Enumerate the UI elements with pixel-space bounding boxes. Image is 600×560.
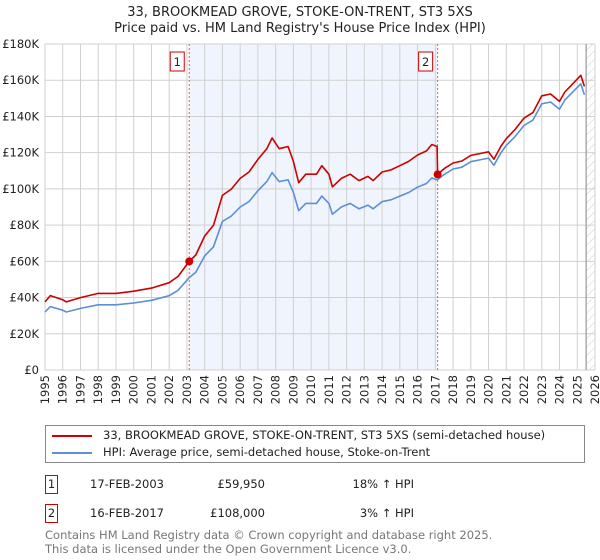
x-tick-label: 2003 bbox=[180, 375, 194, 404]
sale-point bbox=[433, 170, 442, 179]
sale-hpi-diff: 18% ↑ HPI bbox=[352, 477, 414, 491]
property-price-line bbox=[44, 74, 586, 303]
sale-point bbox=[185, 257, 194, 266]
x-tick-label: 2017 bbox=[428, 375, 442, 404]
y-tick-label: £100K bbox=[2, 182, 39, 196]
legend-item-hpi: HPI: Average price, semi-detached house,… bbox=[52, 444, 430, 461]
sale-marker-badge: 1 bbox=[45, 475, 58, 494]
sale-marker-box bbox=[169, 51, 185, 72]
x-tick-label: 1999 bbox=[109, 375, 123, 404]
footer-copyright: Contains HM Land Registry data © Crown c… bbox=[45, 528, 493, 542]
x-tick-label: 1997 bbox=[73, 375, 87, 404]
x-tick-label: 2012 bbox=[340, 375, 354, 404]
legend-swatch-blue bbox=[52, 451, 92, 454]
legend-label: 33, BROOKMEAD GROVE, STOKE-ON-TRENT, ST3… bbox=[103, 428, 546, 442]
x-tick-label: 2024 bbox=[553, 375, 567, 404]
x-tick-label: 2013 bbox=[357, 375, 371, 404]
x-tick-label: 2011 bbox=[322, 375, 336, 404]
footer: Contains HM Land Registry data © Crown c… bbox=[45, 528, 492, 556]
legend-swatch-red bbox=[52, 434, 92, 437]
y-tick-label: £60K bbox=[10, 254, 40, 268]
sale-date: 16-FEB-2017 bbox=[90, 506, 164, 520]
x-tick-label: 1995 bbox=[38, 375, 52, 404]
x-tick-label: 2002 bbox=[162, 375, 176, 404]
sale-hpi-diff: 3% ↑ HPI bbox=[359, 506, 414, 520]
legend-label: HPI: Average price, semi-detached house,… bbox=[103, 445, 431, 459]
sale-marker-label: 2 bbox=[422, 55, 429, 69]
forecast-hatch bbox=[586, 44, 595, 370]
x-tick-label: 2023 bbox=[535, 375, 549, 404]
x-tick-label: 2019 bbox=[464, 375, 478, 404]
footer-licence: This data is licensed under the Open Gov… bbox=[45, 542, 412, 556]
y-tick-label: £140K bbox=[2, 109, 39, 123]
y-tick-label: £0 bbox=[24, 363, 39, 377]
shaded-ownership-period bbox=[189, 44, 438, 370]
chart-title: 33, BROOKMEAD GROVE, STOKE-ON-TRENT, ST3… bbox=[127, 5, 473, 20]
legend: 33, BROOKMEAD GROVE, STOKE-ON-TRENT, ST3… bbox=[45, 425, 585, 463]
y-tick-label: £120K bbox=[2, 146, 39, 160]
sale-row: 2 16-FEB-2017 £108,000 3% ↑ HPI bbox=[45, 504, 445, 524]
sale-marker-label: 1 bbox=[174, 55, 181, 69]
sale-marker-box bbox=[418, 51, 434, 72]
x-tick-label: 2025 bbox=[570, 375, 584, 404]
x-tick-label: 2016 bbox=[411, 375, 425, 404]
x-tick-label: 1998 bbox=[91, 375, 105, 404]
x-tick-label: 2000 bbox=[127, 375, 141, 404]
x-tick-label: 2004 bbox=[198, 375, 212, 404]
x-tick-label: 2026 bbox=[588, 375, 600, 404]
price-chart: 1995 1996 1997 1998 1999 2000 2001 2002 2003 2004… bbox=[2, 37, 600, 404]
sale-row: 1 17-FEB-2003 £59,950 18% ↑ HPI bbox=[45, 475, 445, 495]
x-tick-label: 2010 bbox=[304, 375, 318, 404]
hpi-line bbox=[44, 83, 586, 313]
sale-marker-badge: 2 bbox=[45, 504, 58, 523]
x-tick-label: 2009 bbox=[286, 375, 300, 404]
y-tick-label: £80K bbox=[10, 218, 40, 232]
x-tick-label: 2006 bbox=[233, 375, 247, 404]
chart-subtitle: Price paid vs. HM Land Registry's House … bbox=[114, 21, 486, 36]
x-tick-label: 2018 bbox=[446, 375, 460, 404]
legend-item-property: 33, BROOKMEAD GROVE, STOKE-ON-TRENT, ST3… bbox=[52, 427, 545, 444]
x-tick-label: 2005 bbox=[215, 375, 229, 404]
y-tick-label: £40K bbox=[10, 291, 40, 305]
x-tick-label: 2015 bbox=[393, 375, 407, 404]
x-tick-label: 2021 bbox=[499, 375, 513, 404]
x-tick-label: 1996 bbox=[56, 375, 70, 404]
x-tick-label: 2001 bbox=[144, 375, 158, 404]
sale-date: 17-FEB-2003 bbox=[90, 477, 164, 491]
x-tick-label: 2008 bbox=[269, 375, 283, 404]
y-tick-label: £180K bbox=[2, 37, 39, 51]
x-tick-label: 2007 bbox=[251, 375, 265, 404]
x-tick-label: 2020 bbox=[482, 375, 496, 404]
sale-price: £108,000 bbox=[210, 506, 265, 520]
y-tick-label: £20K bbox=[10, 327, 40, 341]
y-tick-label: £160K bbox=[2, 73, 39, 87]
x-tick-label: 2014 bbox=[375, 375, 389, 404]
sale-price: £59,950 bbox=[217, 477, 265, 491]
x-tick-label: 2022 bbox=[517, 375, 531, 404]
